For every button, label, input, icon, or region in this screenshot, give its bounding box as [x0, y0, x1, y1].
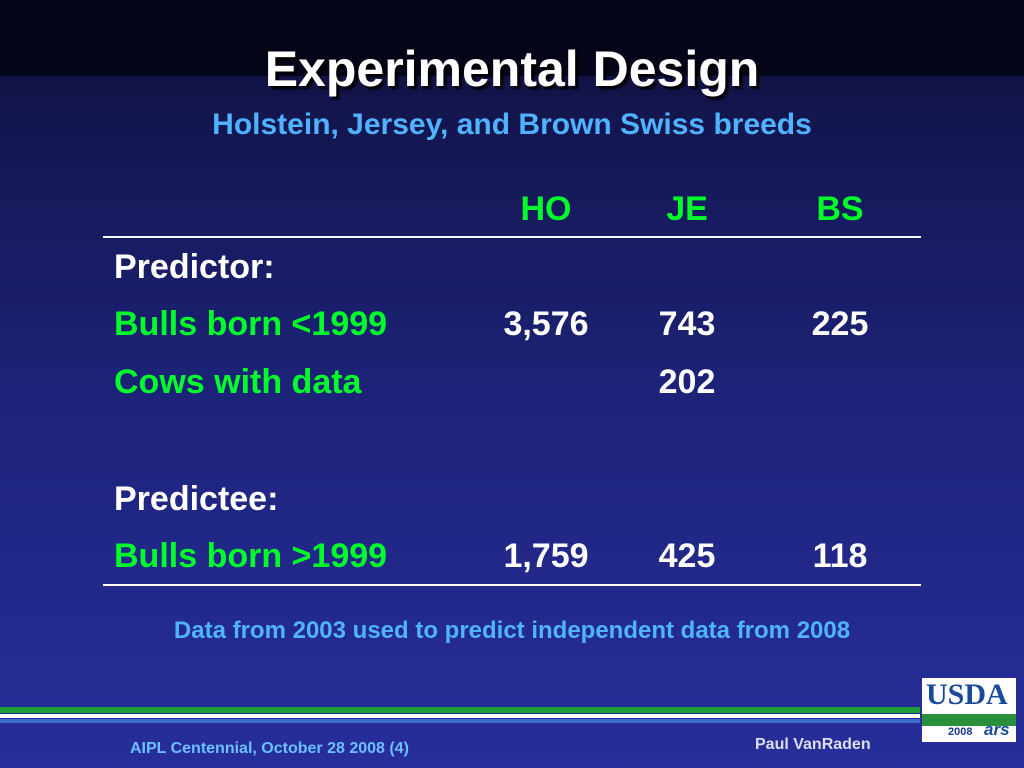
row-label: Predictee:: [114, 480, 279, 518]
row-label: Bulls born >1999: [114, 537, 388, 575]
cell: 118: [812, 537, 868, 575]
cell: 743: [658, 305, 716, 343]
footer-left: AIPL Centennial, October 28 2008 (4): [130, 740, 409, 757]
title: Experimental Design: [264, 41, 760, 97]
cell: 3,576: [503, 305, 589, 343]
top-band: [0, 0, 1024, 76]
note: Data from 2003 used to predict independe…: [173, 617, 851, 644]
table-rule: [103, 584, 921, 586]
column-header: HO: [520, 190, 572, 228]
logo-stripe: [922, 714, 1016, 726]
row-label: Cows with data: [114, 363, 362, 401]
cell: 225: [811, 305, 869, 343]
logo-mark: ars: [984, 720, 1010, 739]
stripe: [0, 707, 920, 713]
logo-name: USDA: [926, 678, 1008, 711]
cell: 425: [658, 537, 716, 575]
row-label: Bulls born <1999: [114, 305, 388, 343]
stripe: [0, 714, 920, 718]
column-header: BS: [816, 190, 864, 228]
cell: 202: [658, 363, 716, 401]
logo-year: 2008: [948, 726, 973, 738]
subtitle: Holstein, Jersey, and Brown Swiss breeds: [212, 108, 812, 141]
logo: USDA 2008 ars: [922, 678, 1016, 742]
row-label: Predictor:: [114, 248, 275, 286]
cell: 1,759: [503, 537, 589, 575]
column-header: JE: [666, 190, 708, 228]
footer-right: Paul VanRaden: [755, 736, 871, 753]
table-rule: [103, 236, 921, 238]
stripe: [0, 719, 920, 723]
